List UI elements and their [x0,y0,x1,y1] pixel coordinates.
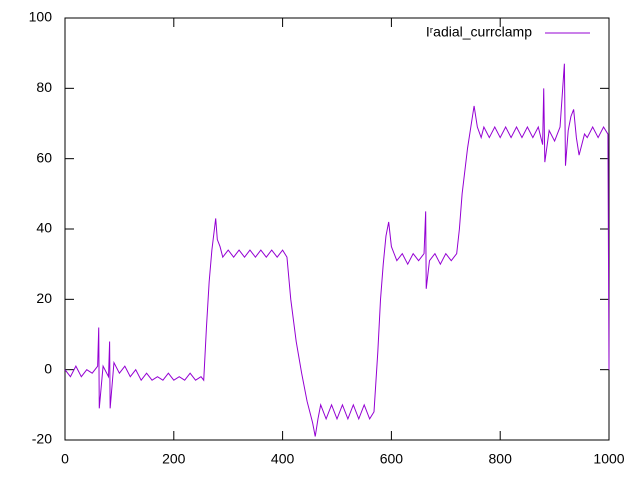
x-tick-label: 600 [380,451,404,467]
x-tick-label: 1000 [593,451,624,467]
data-line [64,63,610,437]
x-tick-label: 200 [162,451,186,467]
x-tick-label: 0 [61,451,69,467]
y-tick-label: 40 [36,220,52,236]
y-tick-label: -20 [32,431,52,447]
legend-label: Iʳadial_currclamp [426,24,532,40]
x-tick-label: 800 [489,451,513,467]
y-tick-label: 60 [36,149,52,165]
plot-border [64,17,610,441]
y-tick-label: 20 [36,290,52,306]
y-tick-label: 0 [44,360,52,376]
x-tick-label: 400 [271,451,295,467]
y-tick-label: 80 [36,79,52,95]
y-tick-label: 100 [29,9,53,25]
